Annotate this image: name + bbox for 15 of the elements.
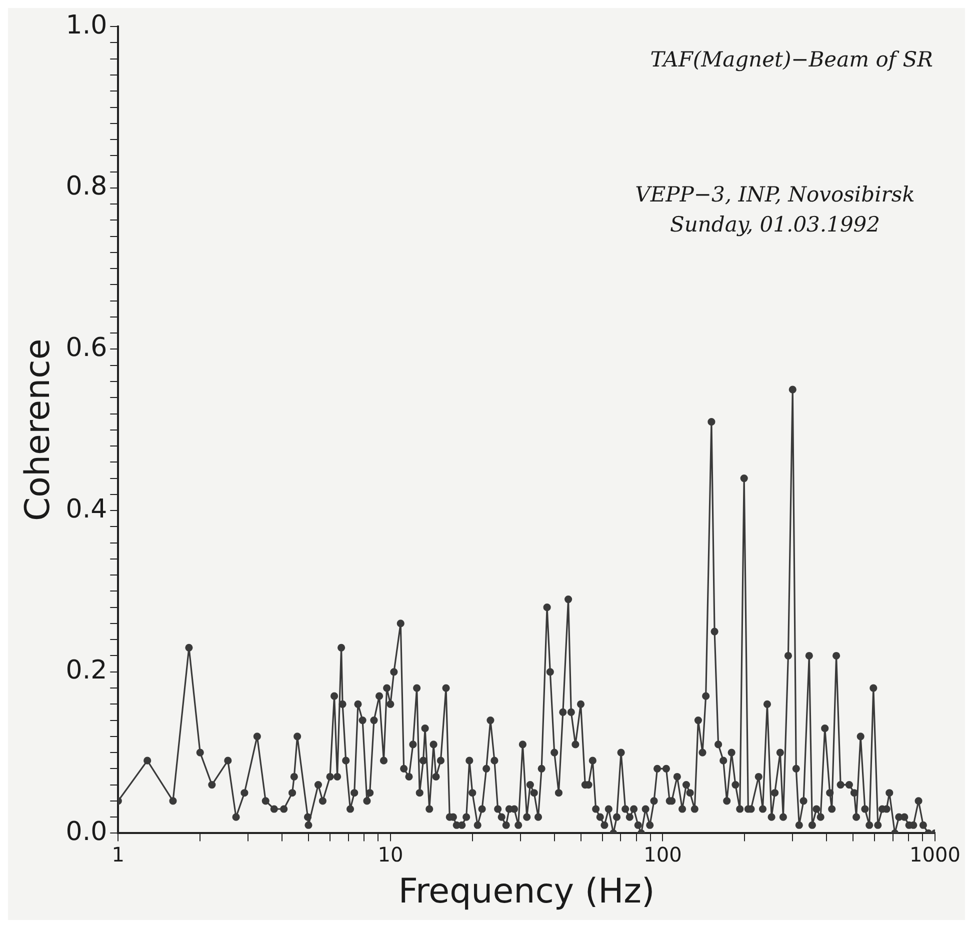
x-tick-label: 10 xyxy=(378,842,404,866)
y-tick-label: 0.4 xyxy=(66,494,108,524)
x-tick-label: 100 xyxy=(644,842,682,866)
x-tick-label: 1000 xyxy=(910,842,960,866)
y-tick-label: 0.0 xyxy=(66,816,108,847)
x-tick-label: 1 xyxy=(112,842,125,866)
annotation: VEPP−3, INP, Novosibirsk xyxy=(635,182,915,207)
y-tick-label: 0.8 xyxy=(66,172,108,202)
y-tick-label: 0.6 xyxy=(66,332,108,363)
y-tick-label: 0.2 xyxy=(66,656,108,686)
annotation: TAF(Magnet)−Beam of SR xyxy=(650,48,934,72)
y-tick-label: 1.0 xyxy=(66,10,108,40)
x-axis-title: Frequency (Hz) xyxy=(398,871,655,912)
annotation: Sunday, 01.03.1992 xyxy=(670,212,880,237)
y-axis-title: Coherence xyxy=(18,338,58,522)
